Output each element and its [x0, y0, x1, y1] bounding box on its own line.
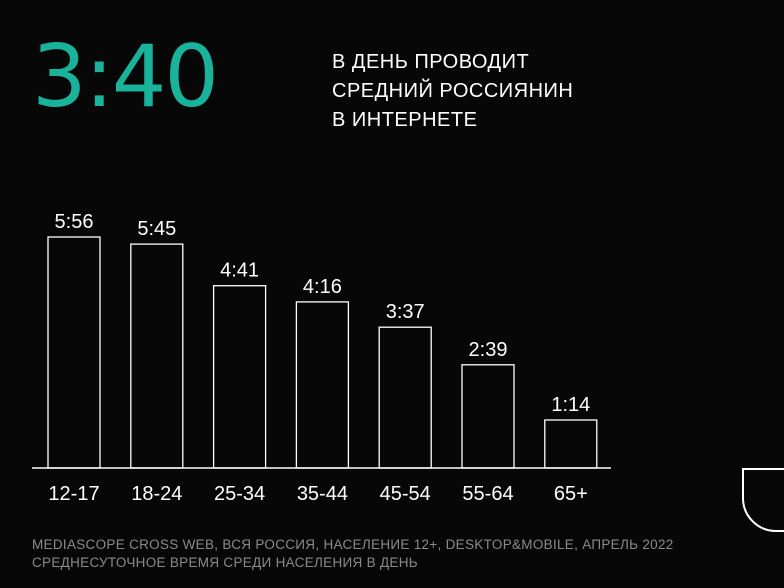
bar-18-24: [130, 243, 184, 469]
x-tick-label-25-34: 25-34: [214, 483, 265, 505]
x-tick-label-18-24: 18-24: [131, 483, 182, 505]
data-label-18-24: 5:45: [137, 218, 176, 240]
x-tick-label-65+: 65+: [554, 483, 588, 505]
bar-25-34: [212, 285, 267, 469]
bar-55-64: [461, 364, 515, 469]
big-number: 3:40: [32, 27, 219, 127]
data-label-25-34: 4:41: [220, 260, 259, 282]
bar-45-54: [378, 326, 432, 469]
data-label-12-17: 5:56: [55, 211, 94, 233]
headline-line-1: В ДЕНЬ ПРОВОДИТ: [332, 51, 530, 73]
bar-65+: [544, 419, 598, 469]
x-tick-label-35-44: 35-44: [297, 483, 348, 505]
bar-12-17: [47, 236, 101, 469]
headline-line-3: В ИНТЕРНЕТЕ: [332, 109, 478, 131]
headline: В ДЕНЬ ПРОВОДИТ СРЕДНИЙ РОССИЯНИН В ИНТЕ…: [332, 48, 692, 135]
data-label-55-64: 2:39: [469, 339, 508, 361]
data-label-35-44: 4:16: [303, 276, 342, 298]
source-line-2: СРЕДНЕСУТОЧНОЕ ВРЕМЯ СРЕДИ НАСЕЛЕНИЯ В Д…: [32, 555, 418, 570]
source-note: MEDIASCOPE CROSS WEB, ВСЯ РОССИЯ, НАСЕЛЕ…: [32, 536, 674, 572]
data-label-65+: 1:14: [551, 394, 590, 416]
x-tick-label-12-17: 12-17: [48, 483, 99, 505]
x-tick-label-45-54: 45-54: [380, 483, 431, 505]
source-line-1: MEDIASCOPE CROSS WEB, ВСЯ РОССИЯ, НАСЕЛЕ…: [32, 537, 674, 552]
bar-35-44: [295, 301, 350, 469]
headline-line-2: СРЕДНИЙ РОССИЯНИН: [332, 80, 574, 102]
data-label-45-54: 3:37: [386, 301, 425, 323]
x-tick-label-55-64: 55-64: [462, 483, 513, 505]
